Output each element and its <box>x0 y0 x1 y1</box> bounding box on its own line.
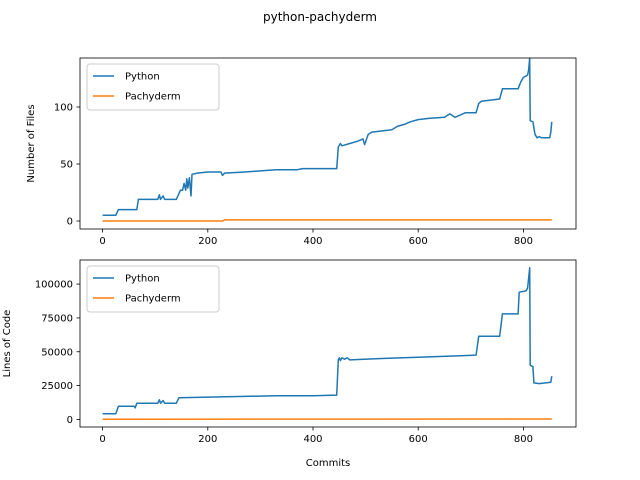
chart-1-y-axis-label: Number of Files <box>26 104 37 182</box>
chart-1-legend: Python Pachyderm <box>86 63 220 111</box>
chart-1-axes-frame <box>79 57 577 230</box>
chart-2-series-python-line <box>102 267 553 415</box>
chart-2-x-tick-label: 400 <box>303 434 322 445</box>
chart-1-y-tick-label: 100 <box>54 103 73 114</box>
chart-2-legend: Python Pachyderm <box>86 265 220 313</box>
chart-2-x-tick-label: 0 <box>99 434 105 445</box>
chart-2-y-tick-label: 0 <box>67 415 73 426</box>
chart-1-x-tick-label: 200 <box>198 236 217 247</box>
chart-1-legend-label-python: Python <box>125 72 160 83</box>
chart-1-y-tick-label: 0 <box>67 217 73 228</box>
chart-1-x-tick-label: 400 <box>303 236 322 247</box>
chart-2-x-tick-label: 600 <box>409 434 428 445</box>
chart-2-legend-label-pachyderm: Pachyderm <box>125 294 181 305</box>
chart-2-x-tick-label: 800 <box>514 434 533 445</box>
chart-2-x-tick-label: 200 <box>198 434 217 445</box>
chart-2-legend-label-python: Python <box>125 274 160 285</box>
chart-1-legend-box <box>86 63 220 111</box>
chart-1-x-tick-label: 800 <box>514 236 533 247</box>
figure-title: python-pachyderm <box>263 10 377 24</box>
chart-2-y-tick-label: 25000 <box>41 381 73 392</box>
chart-1-x-tick-label: 0 <box>99 236 105 247</box>
chart-1-legend-label-pachyderm: Pachyderm <box>125 92 181 103</box>
chart-1-x-tick-label: 600 <box>409 236 428 247</box>
chart-2-x-axis-label: Commits <box>306 458 351 469</box>
chart-2-panel: 0 200 400 600 800 0 25000 50000 75000 100000 Lines… <box>2 259 577 469</box>
chart-1-panel: 0 200 400 600 800 0 50 100 Number of Files Python… <box>26 57 577 247</box>
chart-1-y-tick-label: 50 <box>60 160 73 171</box>
chart-2-legend-box <box>86 265 220 313</box>
chart-2-y-axis-label: Lines of Code <box>2 310 13 378</box>
chart-1-series-pachyderm-line <box>102 219 552 222</box>
chart-1-series-python-line <box>102 58 553 217</box>
chart-2-axes-frame <box>79 259 577 428</box>
chart-2-y-tick-label: 100000 <box>35 280 73 291</box>
chart-2-y-tick-label: 50000 <box>41 347 73 358</box>
chart-2-y-tick-label: 75000 <box>41 313 73 324</box>
